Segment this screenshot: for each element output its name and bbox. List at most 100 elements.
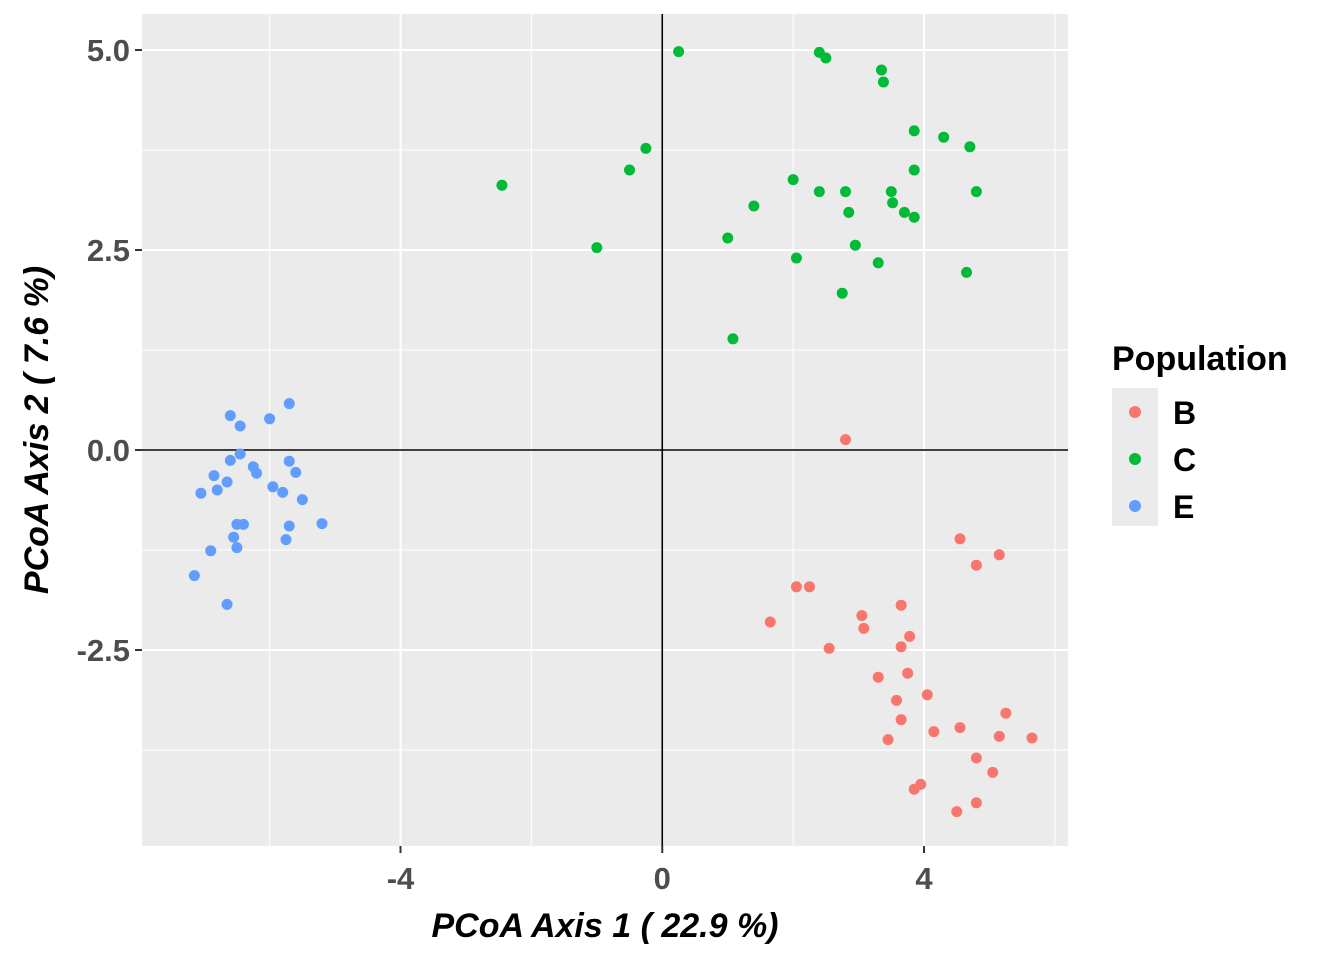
data-point [856, 610, 868, 622]
data-point [188, 570, 200, 582]
data-point [908, 783, 920, 795]
data-point [234, 420, 246, 432]
legend-label-E: E [1173, 489, 1194, 525]
data-point [904, 630, 916, 642]
data-point [787, 174, 799, 186]
data-point [908, 211, 920, 223]
data-point [849, 239, 861, 251]
data-point [961, 266, 973, 278]
data-point [224, 454, 236, 466]
series-E [188, 398, 328, 610]
data-point [928, 726, 940, 738]
data-point [231, 542, 243, 554]
data-point [970, 752, 982, 764]
data-point [296, 494, 308, 506]
data-point [970, 186, 982, 198]
reference-lines [142, 14, 1068, 846]
data-point [1000, 707, 1012, 719]
data-point [764, 616, 776, 628]
data-point [954, 533, 966, 545]
x-tick-label: -4 [387, 861, 415, 896]
data-point [673, 46, 685, 58]
data-point [987, 766, 999, 778]
data-point [1026, 732, 1038, 744]
data-point [872, 257, 884, 269]
data-point [228, 531, 240, 543]
data-point [277, 486, 289, 498]
y-axis-ticks: 5.0 2.5 0.0 -2.5 [77, 33, 142, 668]
y-tick-label: 2.5 [87, 233, 130, 268]
legend-label-B: B [1173, 395, 1196, 431]
series-B [764, 434, 1038, 818]
data-point [970, 559, 982, 571]
data-point [221, 598, 233, 610]
data-point [836, 287, 848, 299]
data-point [290, 466, 302, 478]
data-point [195, 487, 207, 499]
data-point [872, 671, 884, 683]
data-point [790, 581, 802, 593]
x-axis-ticks: -4 0 4 [387, 846, 933, 896]
legend-label-C: C [1173, 442, 1196, 478]
legend: Population BCE [1112, 340, 1288, 526]
x-axis-title: PCoA Axis 1 ( 22.9 %) [431, 907, 778, 945]
data-point [902, 667, 914, 679]
series-C [496, 46, 982, 345]
data-point [640, 142, 652, 154]
legend-title: Population [1112, 340, 1288, 378]
data-point [221, 476, 233, 488]
y-tick-label: 0.0 [87, 433, 130, 468]
data-points [188, 46, 1038, 818]
data-point [887, 197, 899, 209]
data-point [877, 76, 889, 88]
panel-background [142, 14, 1068, 846]
data-point [954, 722, 966, 734]
minor-gridlines [142, 14, 1068, 846]
data-point [813, 186, 825, 198]
data-point [211, 484, 223, 496]
data-point [316, 518, 328, 530]
data-point [727, 333, 739, 345]
data-point [205, 545, 217, 557]
y-axis-title: PCoA Axis 2 ( 7.6 %) [18, 266, 56, 594]
data-point [251, 467, 263, 479]
data-point [283, 455, 295, 467]
data-point [224, 410, 236, 422]
x-tick-label: 0 [654, 861, 671, 896]
data-point [875, 64, 887, 76]
data-point [908, 164, 920, 176]
data-point [858, 622, 870, 634]
x-tick-label: 4 [915, 861, 933, 896]
data-point [820, 52, 832, 64]
data-point [970, 797, 982, 809]
data-point [839, 434, 851, 446]
data-point [748, 200, 760, 212]
data-point [237, 518, 249, 530]
legend-key-B [1129, 406, 1141, 418]
data-point [208, 470, 220, 482]
y-tick-label: -2.5 [77, 633, 130, 668]
data-point [591, 242, 603, 254]
data-point [234, 448, 246, 460]
data-point [882, 734, 894, 746]
data-point [264, 413, 276, 425]
data-point [993, 730, 1005, 742]
data-point [938, 131, 950, 143]
data-point [951, 806, 963, 818]
y-tick-label: 5.0 [87, 33, 130, 68]
data-point [267, 481, 279, 493]
data-point [496, 179, 508, 191]
data-point [839, 186, 851, 198]
data-point [964, 141, 976, 153]
data-point [908, 125, 920, 137]
data-point [804, 581, 816, 593]
data-point [993, 549, 1005, 561]
data-point [895, 641, 907, 653]
data-point [823, 642, 835, 654]
data-point [843, 206, 855, 218]
data-point [891, 694, 903, 706]
data-point [895, 599, 907, 611]
data-point [280, 534, 292, 546]
data-point [283, 520, 295, 532]
